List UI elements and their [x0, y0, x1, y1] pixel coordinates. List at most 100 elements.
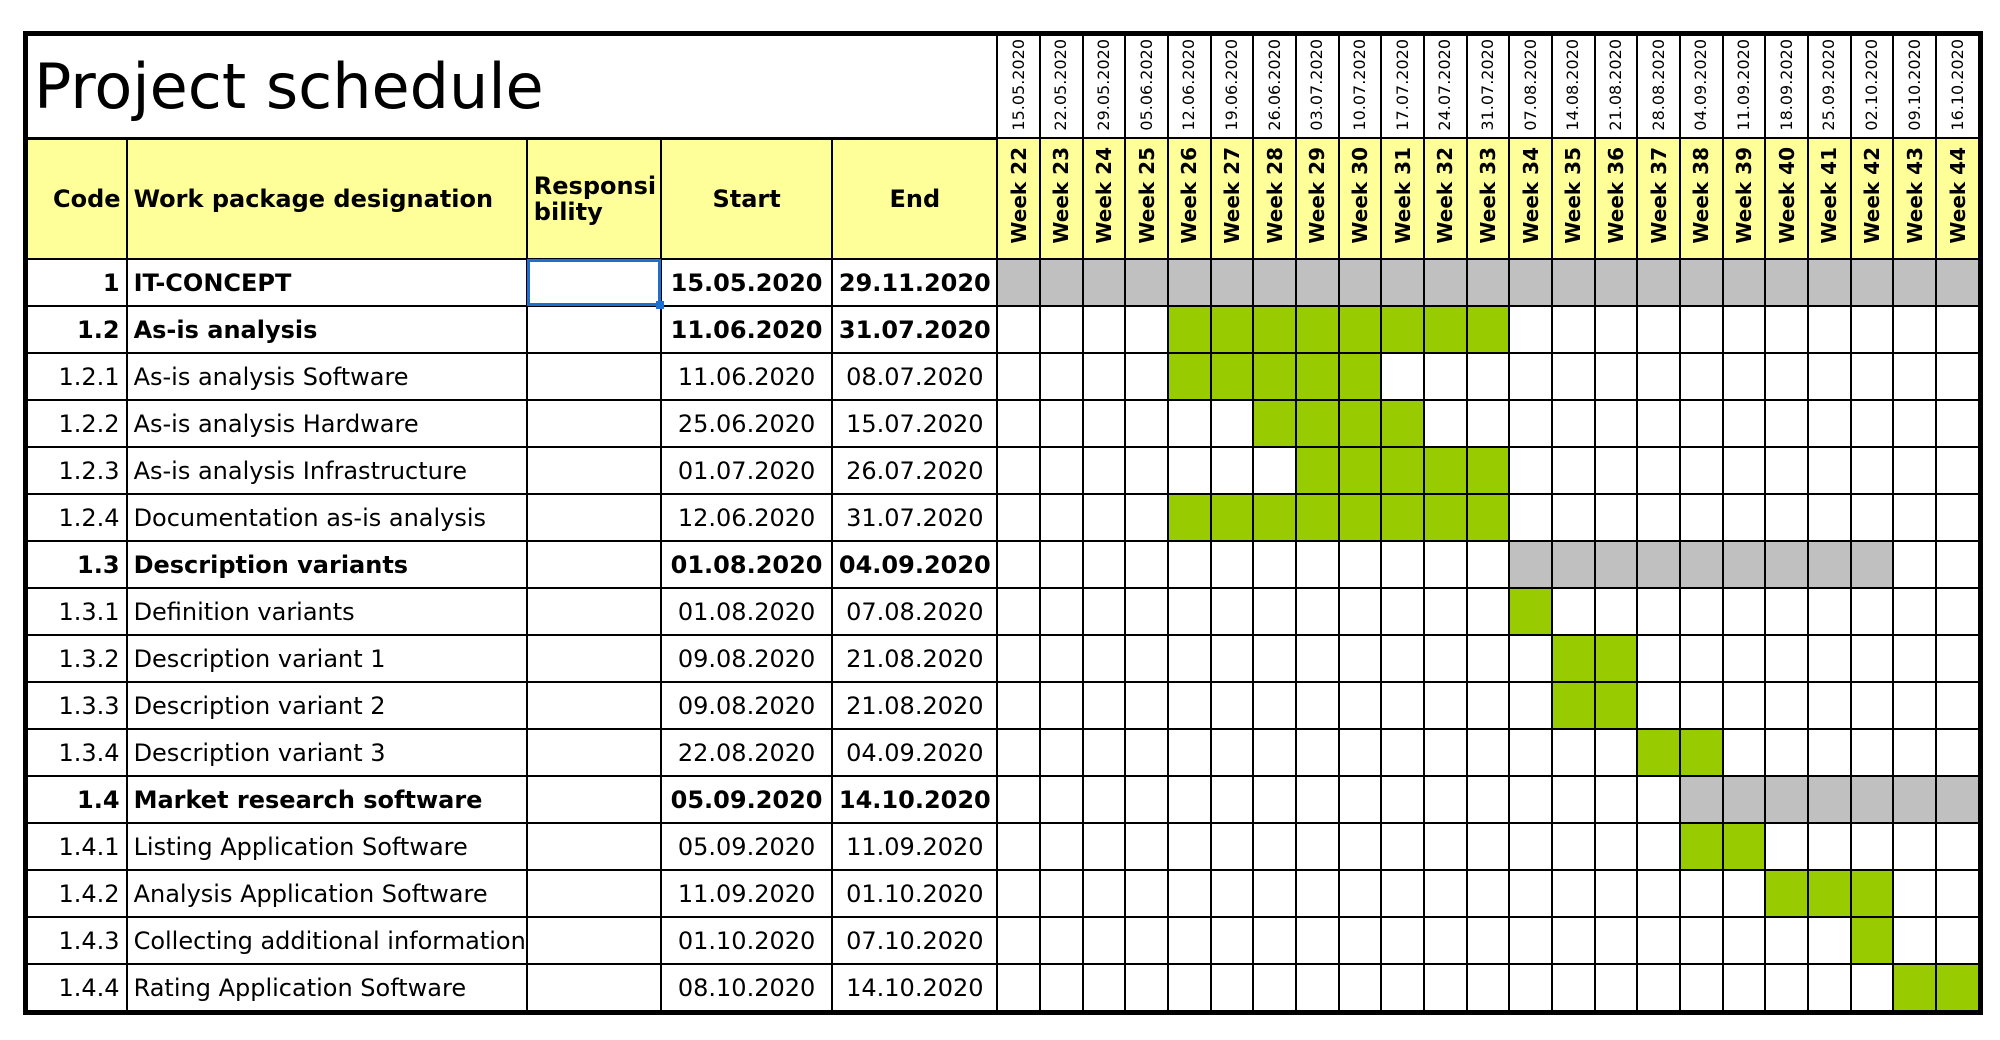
week-date-header[interactable]: 31.07.2020 — [1465, 34, 1511, 139]
gantt-empty-cell[interactable] — [1081, 493, 1127, 542]
gantt-task-bar-cell[interactable] — [1380, 305, 1425, 354]
gantt-empty-cell[interactable] — [1508, 822, 1553, 871]
gantt-empty-cell[interactable] — [1636, 399, 1681, 448]
gantt-task-bar-cell[interactable] — [1678, 822, 1724, 871]
gantt-summary-bar-cell[interactable] — [996, 258, 1041, 307]
header-code[interactable]: Code — [26, 137, 128, 260]
header-responsibility[interactable]: Responsi bility — [525, 137, 662, 260]
gantt-empty-cell[interactable] — [1849, 728, 1895, 777]
gantt-empty-cell[interactable] — [1380, 916, 1425, 965]
gantt-empty-cell[interactable] — [1636, 493, 1681, 542]
gantt-empty-cell[interactable] — [1636, 963, 1681, 1012]
gantt-empty-cell[interactable] — [996, 493, 1041, 542]
gantt-empty-cell[interactable] — [1550, 916, 1596, 965]
gantt-empty-cell[interactable] — [1508, 916, 1553, 965]
end-date-cell[interactable]: 11.09.2020 — [831, 822, 999, 871]
gantt-empty-cell[interactable] — [1892, 446, 1938, 495]
gantt-empty-cell[interactable] — [1807, 587, 1852, 636]
week-date-header[interactable]: 29.05.2020 — [1081, 34, 1127, 139]
gantt-task-bar-cell[interactable] — [1807, 869, 1852, 918]
week-date-header[interactable]: 12.06.2020 — [1166, 34, 1212, 139]
work-package-code[interactable]: 1.2.2 — [26, 399, 128, 448]
gantt-empty-cell[interactable] — [1081, 305, 1127, 354]
gantt-empty-cell[interactable] — [1721, 869, 1767, 918]
gantt-empty-cell[interactable] — [1508, 305, 1553, 354]
gantt-empty-cell[interactable] — [1593, 775, 1639, 824]
gantt-empty-cell[interactable] — [1593, 305, 1639, 354]
week-date-header[interactable]: 03.07.2020 — [1294, 34, 1340, 139]
gantt-empty-cell[interactable] — [1124, 681, 1169, 730]
gantt-task-bar-cell[interactable] — [1849, 916, 1895, 965]
gantt-summary-bar-cell[interactable] — [1892, 258, 1938, 307]
week-date-header[interactable]: 15.05.2020 — [996, 34, 1041, 139]
gantt-task-bar-cell[interactable] — [1380, 399, 1425, 448]
gantt-empty-cell[interactable] — [1337, 587, 1383, 636]
gantt-empty-cell[interactable] — [1337, 634, 1383, 683]
gantt-empty-cell[interactable] — [1038, 493, 1084, 542]
gantt-task-bar-cell[interactable] — [1294, 305, 1340, 354]
gantt-empty-cell[interactable] — [1166, 822, 1212, 871]
gantt-empty-cell[interactable] — [1849, 305, 1895, 354]
week-date-header[interactable]: 18.09.2020 — [1764, 34, 1809, 139]
gantt-summary-bar-cell[interactable] — [1380, 258, 1425, 307]
gantt-empty-cell[interactable] — [1807, 352, 1852, 401]
gantt-empty-cell[interactable] — [1593, 728, 1639, 777]
gantt-empty-cell[interactable] — [996, 822, 1041, 871]
gantt-empty-cell[interactable] — [1124, 305, 1169, 354]
gantt-empty-cell[interactable] — [1593, 352, 1639, 401]
gantt-empty-cell[interactable] — [1849, 822, 1895, 871]
start-date-cell[interactable]: 12.06.2020 — [659, 493, 834, 542]
gantt-empty-cell[interactable] — [996, 728, 1041, 777]
week-date-header[interactable]: 21.08.2020 — [1593, 34, 1639, 139]
gantt-empty-cell[interactable] — [1678, 916, 1724, 965]
gantt-empty-cell[interactable] — [1294, 775, 1340, 824]
work-package-name[interactable]: Description variant 1 — [125, 634, 528, 683]
gantt-empty-cell[interactable] — [1636, 446, 1681, 495]
gantt-empty-cell[interactable] — [1636, 352, 1681, 401]
gantt-empty-cell[interactable] — [1038, 634, 1084, 683]
gantt-empty-cell[interactable] — [1892, 352, 1938, 401]
work-package-name[interactable]: As-is analysis — [125, 305, 528, 354]
gantt-empty-cell[interactable] — [1209, 728, 1255, 777]
gantt-summary-bar-cell[interactable] — [1807, 258, 1852, 307]
gantt-empty-cell[interactable] — [1849, 352, 1895, 401]
gantt-empty-cell[interactable] — [1764, 352, 1809, 401]
start-date-cell[interactable]: 15.05.2020 — [659, 258, 834, 307]
gantt-empty-cell[interactable] — [1166, 869, 1212, 918]
gantt-empty-cell[interactable] — [1849, 634, 1895, 683]
gantt-empty-cell[interactable] — [1849, 446, 1895, 495]
start-date-cell[interactable]: 01.08.2020 — [659, 587, 834, 636]
week-date-header[interactable]: 19.06.2020 — [1209, 34, 1255, 139]
gantt-empty-cell[interactable] — [1209, 540, 1255, 589]
gantt-empty-cell[interactable] — [1166, 963, 1212, 1012]
gantt-empty-cell[interactable] — [1422, 869, 1468, 918]
header-designation[interactable]: Work package designation — [125, 137, 528, 260]
gantt-summary-bar-cell[interactable] — [1892, 775, 1938, 824]
gantt-task-bar-cell[interactable] — [1508, 587, 1553, 636]
work-package-code[interactable]: 1.2 — [26, 305, 128, 354]
gantt-empty-cell[interactable] — [1380, 728, 1425, 777]
gantt-empty-cell[interactable] — [1124, 963, 1169, 1012]
gantt-task-bar-cell[interactable] — [1337, 399, 1383, 448]
start-date-cell[interactable]: 25.06.2020 — [659, 399, 834, 448]
gantt-empty-cell[interactable] — [1380, 963, 1425, 1012]
work-package-code[interactable]: 1.4.1 — [26, 822, 128, 871]
gantt-empty-cell[interactable] — [1124, 493, 1169, 542]
end-date-cell[interactable]: 29.11.2020 — [831, 258, 999, 307]
gantt-empty-cell[interactable] — [1465, 399, 1511, 448]
work-package-code[interactable]: 1.3.2 — [26, 634, 128, 683]
gantt-empty-cell[interactable] — [1721, 963, 1767, 1012]
gantt-empty-cell[interactable] — [1422, 775, 1468, 824]
week-date-header[interactable]: 10.07.2020 — [1337, 34, 1383, 139]
gantt-empty-cell[interactable] — [1892, 399, 1938, 448]
gantt-empty-cell[interactable] — [1593, 963, 1639, 1012]
gantt-empty-cell[interactable] — [1465, 728, 1511, 777]
gantt-empty-cell[interactable] — [1508, 493, 1553, 542]
gantt-empty-cell[interactable] — [1764, 493, 1809, 542]
gantt-empty-cell[interactable] — [1124, 822, 1169, 871]
week-number-header[interactable]: Week 36 — [1593, 137, 1639, 260]
gantt-empty-cell[interactable] — [1294, 540, 1340, 589]
week-number-header[interactable]: Week 25 — [1124, 137, 1169, 260]
gantt-summary-bar-cell[interactable] — [1422, 258, 1468, 307]
gantt-task-bar-cell[interactable] — [1721, 822, 1767, 871]
